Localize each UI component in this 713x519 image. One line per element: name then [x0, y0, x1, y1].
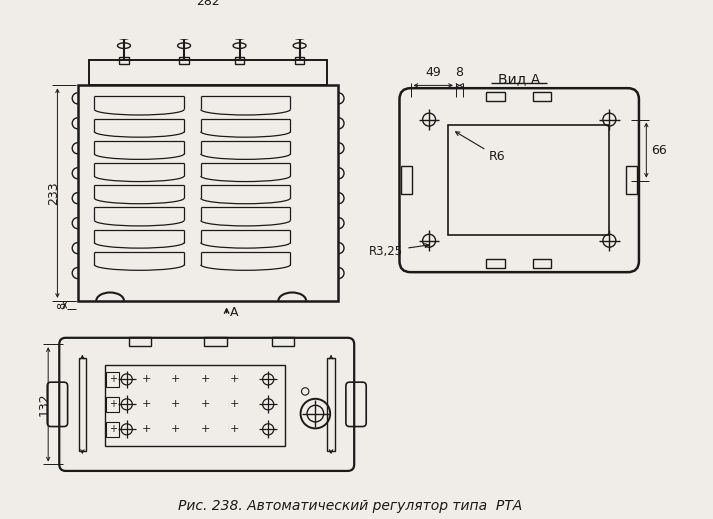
Text: +: +: [171, 399, 180, 409]
Bar: [486, 259, 505, 268]
Text: 49: 49: [425, 66, 441, 79]
Text: 8: 8: [57, 302, 67, 308]
Text: +: +: [200, 425, 210, 434]
Text: Вид А: Вид А: [498, 72, 540, 86]
Bar: [401, 166, 412, 194]
Text: +: +: [109, 374, 117, 385]
Text: 132: 132: [38, 392, 51, 416]
Bar: [626, 166, 637, 194]
Bar: [448, 125, 610, 235]
Text: +: +: [171, 425, 180, 434]
Text: A: A: [230, 306, 239, 319]
Text: +: +: [200, 374, 210, 385]
Text: +: +: [230, 374, 240, 385]
Bar: [295, 57, 304, 64]
Bar: [272, 337, 294, 346]
Text: +: +: [230, 399, 240, 409]
Bar: [78, 358, 86, 450]
Text: 282: 282: [196, 0, 220, 8]
Bar: [105, 365, 285, 446]
Bar: [327, 358, 335, 450]
Bar: [78, 86, 339, 301]
Bar: [533, 259, 551, 268]
Bar: [106, 372, 119, 387]
Text: +: +: [141, 425, 151, 434]
Text: Рис. 238. Автоматический регулятор типа  РТА: Рис. 238. Автоматический регулятор типа …: [178, 499, 523, 513]
Text: R3,25: R3,25: [369, 243, 429, 257]
Text: +: +: [200, 399, 210, 409]
Bar: [486, 92, 505, 101]
Text: +: +: [141, 399, 151, 409]
Bar: [205, 337, 227, 346]
Text: +: +: [109, 399, 117, 409]
Bar: [89, 60, 327, 86]
Bar: [180, 57, 189, 64]
Text: R6: R6: [456, 132, 506, 163]
Text: +: +: [230, 425, 240, 434]
Bar: [128, 337, 150, 346]
Text: 233: 233: [47, 181, 60, 205]
Text: +: +: [141, 374, 151, 385]
Text: +: +: [109, 425, 117, 434]
Text: 8: 8: [456, 66, 463, 79]
Bar: [119, 57, 128, 64]
Text: +: +: [171, 374, 180, 385]
Bar: [106, 422, 119, 436]
Bar: [106, 397, 119, 412]
Bar: [235, 57, 244, 64]
Text: 66: 66: [651, 144, 667, 157]
Bar: [533, 92, 551, 101]
